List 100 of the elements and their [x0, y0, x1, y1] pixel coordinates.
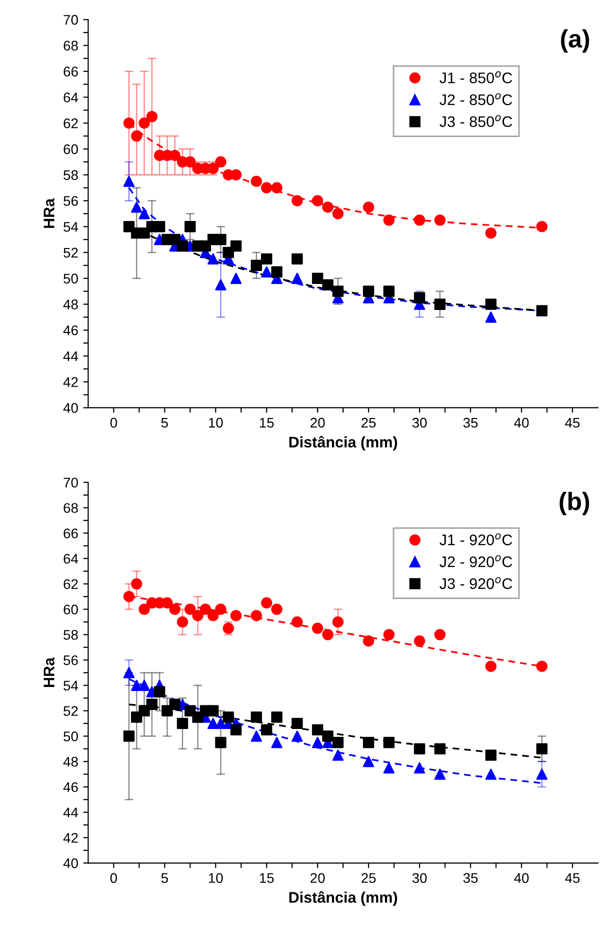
point — [292, 730, 303, 742]
point — [250, 176, 262, 187]
point — [332, 616, 344, 628]
point — [362, 736, 374, 748]
point — [414, 743, 426, 754]
point — [312, 272, 324, 284]
point — [138, 117, 150, 129]
point — [434, 768, 446, 780]
point — [414, 635, 426, 647]
y-tick-label: 46 — [63, 782, 78, 792]
point — [215, 279, 226, 290]
point — [215, 736, 226, 748]
x-tick-label: 5 — [161, 873, 168, 883]
y-tick-label: 44 — [63, 351, 78, 362]
point — [250, 730, 262, 742]
x-tick-label: 15 — [260, 418, 274, 428]
point — [312, 736, 324, 748]
point — [536, 768, 548, 780]
point — [383, 286, 395, 297]
point — [154, 220, 166, 232]
y-tick-label: 46 — [63, 325, 78, 336]
point — [485, 660, 497, 672]
point — [138, 208, 150, 220]
y-tick-label: 70 — [64, 478, 78, 488]
point — [169, 698, 180, 710]
y-tick-label: 68 — [64, 40, 78, 51]
point — [261, 266, 272, 278]
point — [322, 629, 334, 640]
point — [261, 253, 272, 265]
y-tick-label: 58 — [64, 170, 78, 180]
point — [485, 227, 497, 239]
point — [292, 718, 303, 730]
point — [146, 111, 158, 122]
point — [131, 130, 142, 142]
point — [414, 292, 426, 304]
point — [312, 195, 324, 206]
x-tick-label: 30 — [412, 873, 427, 883]
y-axis-title: HRa — [44, 657, 54, 687]
point — [383, 214, 395, 226]
point — [184, 220, 196, 232]
y-tick-label: 54 — [64, 222, 78, 232]
x-tick-label: 20 — [310, 418, 325, 428]
point — [207, 610, 219, 622]
point — [434, 743, 446, 754]
y-tick-label: 40 — [63, 858, 78, 868]
annotation: (b) — [560, 492, 590, 516]
point — [414, 214, 426, 226]
point — [261, 724, 272, 736]
point — [230, 610, 242, 622]
point — [261, 597, 272, 609]
point — [434, 214, 446, 226]
y-tick-label: 64 — [64, 92, 78, 102]
y-tick-label: 62 — [64, 579, 78, 590]
y-tick-label: 40 — [63, 403, 78, 413]
x-tick-label: 0 — [110, 418, 117, 428]
point — [131, 202, 142, 213]
point — [362, 756, 374, 768]
point — [138, 604, 150, 615]
y-axis-title: HRa — [44, 198, 54, 228]
point — [215, 234, 226, 246]
x-tick-label: 30 — [412, 418, 427, 428]
y-tick-label: 42 — [63, 832, 78, 843]
point — [332, 286, 344, 297]
y-tick-label: 70 — [64, 14, 78, 25]
point — [485, 298, 497, 310]
point — [123, 730, 135, 742]
x-tick-label: 40 — [514, 418, 529, 428]
y-tick-label: 50 — [64, 274, 78, 284]
legend-label: J1 - 850$^{o}$C — [440, 71, 512, 84]
x-tick-label: 25 — [362, 873, 376, 883]
point — [434, 629, 446, 640]
y-tick-label: 48 — [63, 756, 78, 767]
point — [176, 240, 188, 252]
point — [536, 660, 548, 672]
point — [536, 220, 548, 232]
point — [271, 736, 282, 748]
y-tick-label: 44 — [63, 808, 78, 818]
point — [131, 578, 142, 590]
point — [215, 604, 226, 615]
y-tick-label: 66 — [64, 528, 78, 538]
x-tick-label: 5 — [161, 418, 168, 428]
point — [271, 712, 282, 723]
point — [215, 156, 226, 168]
point — [154, 686, 166, 698]
point — [362, 286, 374, 297]
y-tick-label: 56 — [64, 196, 78, 206]
x-axis-title: Distância (mm) — [289, 891, 398, 906]
point — [271, 266, 282, 278]
x-tick-label: 10 — [208, 873, 223, 883]
x-axis-title: Distância (mm) — [289, 436, 398, 451]
point — [312, 622, 324, 634]
y-tick-label: 66 — [64, 66, 78, 77]
point — [322, 202, 334, 213]
y-tick-label: 48 — [63, 300, 78, 310]
point — [184, 156, 196, 168]
point — [271, 604, 282, 615]
y-tick-label: 54 — [64, 680, 78, 691]
point — [536, 743, 548, 754]
point — [192, 610, 204, 622]
point — [362, 202, 374, 213]
